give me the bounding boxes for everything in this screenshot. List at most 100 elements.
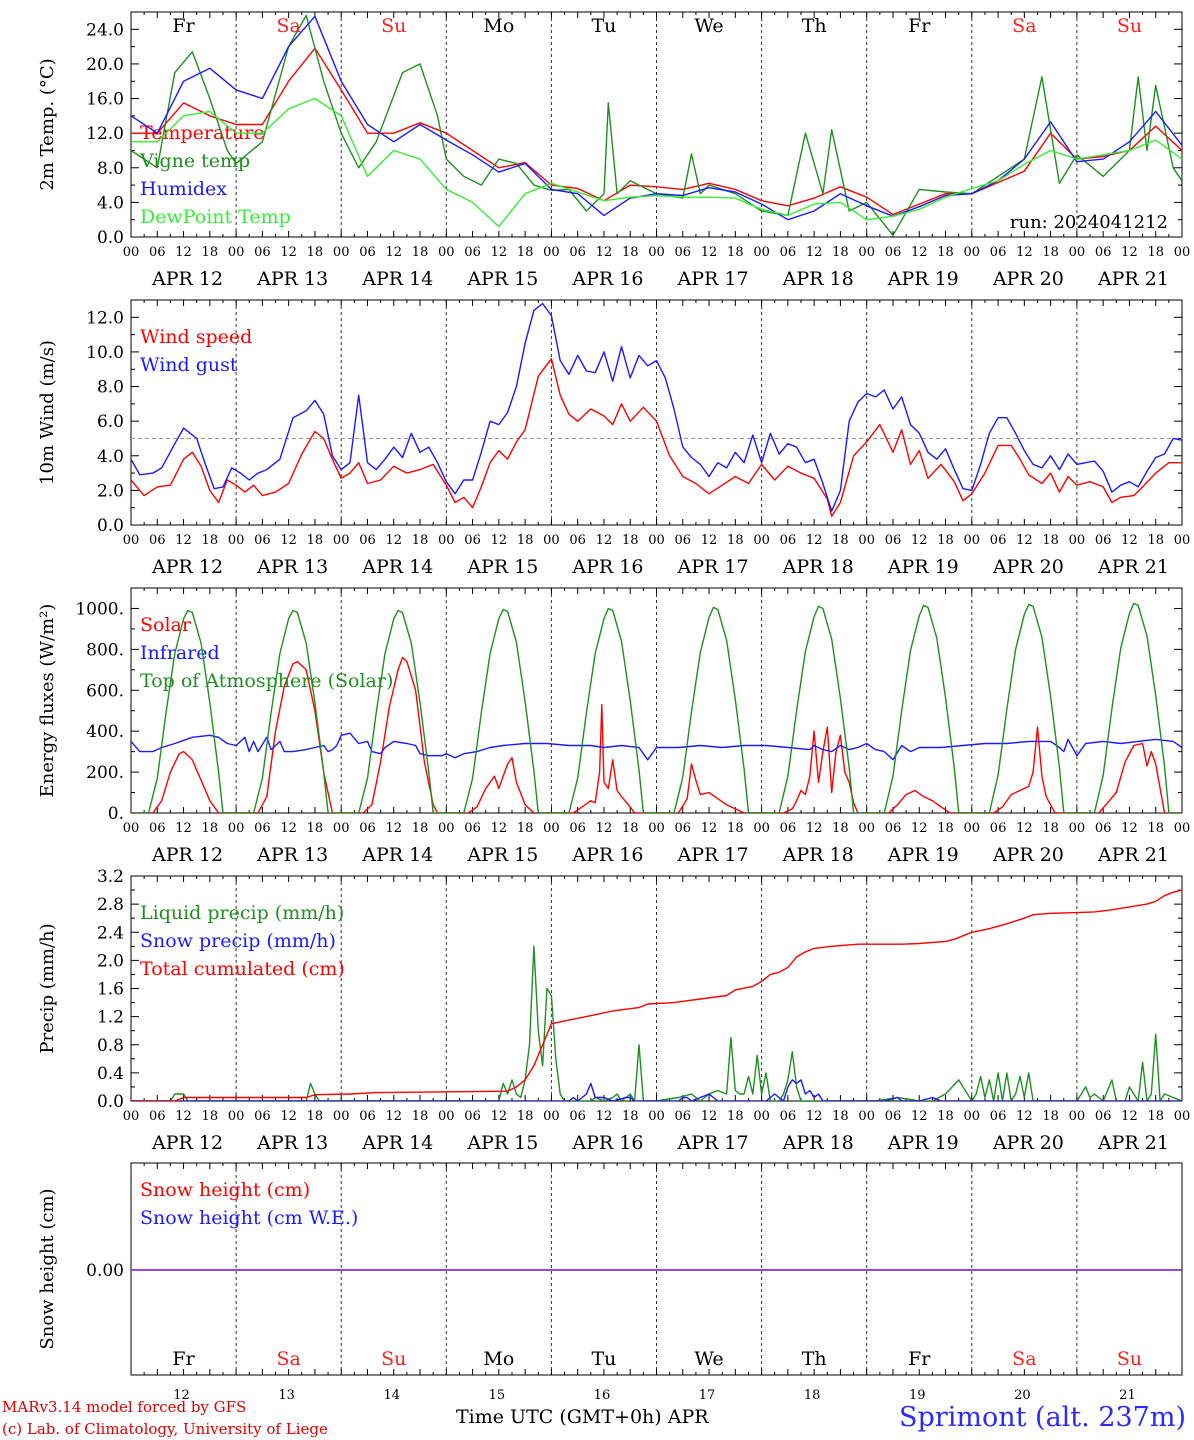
y-axis-label: 2m Temp. (°C) <box>37 58 58 190</box>
date-label: APR 17 <box>677 556 749 578</box>
weekday-label: Fr <box>908 1348 931 1370</box>
hour-tick-label: 00 <box>964 533 981 548</box>
hour-tick-label: 18 <box>1042 533 1059 548</box>
hour-tick-label: 06 <box>780 1109 797 1124</box>
series-line-total-cumulated-cm- <box>131 889 1182 1101</box>
date-label: APR 12 <box>151 1132 223 1154</box>
date-label: APR 21 <box>1097 1132 1169 1154</box>
hour-tick-label: 12 <box>385 245 402 260</box>
series-line-dewpoint-temp <box>131 97 1182 228</box>
hour-tick-label: 06 <box>1095 821 1112 836</box>
y-tick-label: 0. <box>108 804 124 824</box>
hour-tick-label: 00 <box>333 1109 350 1124</box>
weekday-label: Fr <box>908 15 931 37</box>
series-line-temperature <box>131 47 1182 216</box>
hour-tick-label: 06 <box>359 245 376 260</box>
weekday-label: We <box>694 1348 723 1370</box>
hour-tick-label: 06 <box>990 245 1007 260</box>
legend-entry: Wind gust <box>140 354 238 376</box>
hour-tick-label: 06 <box>1095 533 1112 548</box>
day-number-label: 15 <box>489 1388 506 1403</box>
hour-tick-label: 06 <box>464 245 481 260</box>
hour-tick-label: 12 <box>280 245 297 260</box>
date-label: APR 14 <box>361 844 433 866</box>
day-number-label: 17 <box>699 1388 716 1403</box>
date-label: APR 20 <box>992 556 1064 578</box>
hour-tick-label: 18 <box>1147 1109 1164 1124</box>
hour-tick-label: 00 <box>1174 245 1191 260</box>
hour-tick-label: 12 <box>1121 821 1138 836</box>
hour-tick-label: 00 <box>333 533 350 548</box>
hour-tick-label: 12 <box>911 821 928 836</box>
hour-tick-label: 18 <box>412 533 429 548</box>
x-axis-title: Time UTC (GMT+0h) APR <box>456 1406 709 1428</box>
hour-tick-label: 00 <box>333 821 350 836</box>
date-label: APR 13 <box>256 844 328 866</box>
date-label: APR 19 <box>887 556 959 578</box>
y-tick-label: 2.4 <box>97 923 124 943</box>
day-number-label: 19 <box>909 1388 926 1403</box>
hour-tick-label: 12 <box>491 1109 508 1124</box>
panel-energy-fluxes: 0. 200. 400. 600. 800. 1000. Energy fluxes (W/… <box>37 587 1190 866</box>
hour-tick-label: 18 <box>1042 1109 1059 1124</box>
hour-tick-label: 00 <box>438 1109 455 1124</box>
hour-tick-label: 06 <box>149 245 166 260</box>
hour-tick-label: 12 <box>175 245 192 260</box>
hour-tick-label: 12 <box>806 533 823 548</box>
legend-entry: Snow height (cm W.E.) <box>140 1207 358 1229</box>
legend-entry: Snow height (cm) <box>140 1179 310 1201</box>
hour-tick-label: 12 <box>596 245 613 260</box>
series-line-infrared <box>131 732 1182 761</box>
series-line-humidex <box>131 15 1182 221</box>
legend-entry: Wind speed <box>140 326 252 348</box>
y-tick-label: 800. <box>86 640 124 660</box>
hour-tick-label: 12 <box>701 1109 718 1124</box>
day-number-label: 21 <box>1119 1388 1136 1403</box>
hour-tick-label: 12 <box>1016 821 1033 836</box>
date-label: APR 16 <box>571 844 643 866</box>
station-label: Sprimont (alt. 237m) <box>899 1402 1186 1433</box>
y-tick-label: 1.2 <box>97 1008 124 1028</box>
hour-tick-label: 06 <box>464 1109 481 1124</box>
date-label: APR 15 <box>466 844 538 866</box>
y-tick-label: 0.00 <box>86 1261 124 1281</box>
y-tick-label: 2.0 <box>97 951 124 971</box>
hour-tick-label: 00 <box>543 533 560 548</box>
hour-tick-label: 00 <box>228 245 245 260</box>
hour-tick-label: 18 <box>727 245 744 260</box>
date-label: APR 12 <box>151 556 223 578</box>
hour-tick-label: 18 <box>1147 821 1164 836</box>
hour-tick-label: 06 <box>990 533 1007 548</box>
hour-tick-label: 06 <box>1095 245 1112 260</box>
y-tick-label: 8.0 <box>97 159 124 179</box>
hour-tick-label: 18 <box>832 533 849 548</box>
date-label: APR 13 <box>256 1132 328 1154</box>
hour-tick-label: 00 <box>858 821 875 836</box>
panel-snow-height: 0.00 Snow height (cm) Snow height (cm) Snow… <box>37 1162 1183 1403</box>
hour-tick-label: 12 <box>385 1109 402 1124</box>
hour-tick-label: 18 <box>412 245 429 260</box>
date-label: APR 14 <box>361 268 433 290</box>
hour-tick-label: 00 <box>333 245 350 260</box>
day-number-label: 18 <box>804 1388 821 1403</box>
hour-tick-label: 06 <box>780 245 797 260</box>
weekday-label: Tu <box>591 1348 616 1370</box>
hour-tick-label: 00 <box>228 1109 245 1124</box>
weekday-label: Tu <box>591 15 616 37</box>
hour-tick-label: 12 <box>1121 245 1138 260</box>
hour-tick-label: 00 <box>228 821 245 836</box>
hour-tick-label: 12 <box>1016 245 1033 260</box>
date-label: APR 18 <box>782 844 854 866</box>
hour-tick-label: 00 <box>1069 1109 1086 1124</box>
hour-tick-label: 06 <box>464 821 481 836</box>
hour-tick-label: 06 <box>885 821 902 836</box>
run-label: run: 2024041212 <box>1010 212 1168 233</box>
y-tick-label: 0.0 <box>97 1092 124 1112</box>
hour-tick-label: 06 <box>149 821 166 836</box>
legend-entry: Top of Atmosphere (Solar) <box>140 670 393 692</box>
hour-tick-label: 00 <box>753 533 770 548</box>
weekday-label: We <box>694 15 723 37</box>
hour-tick-label: 18 <box>202 821 219 836</box>
date-label: APR 16 <box>571 556 643 578</box>
hour-tick-label: 12 <box>806 821 823 836</box>
